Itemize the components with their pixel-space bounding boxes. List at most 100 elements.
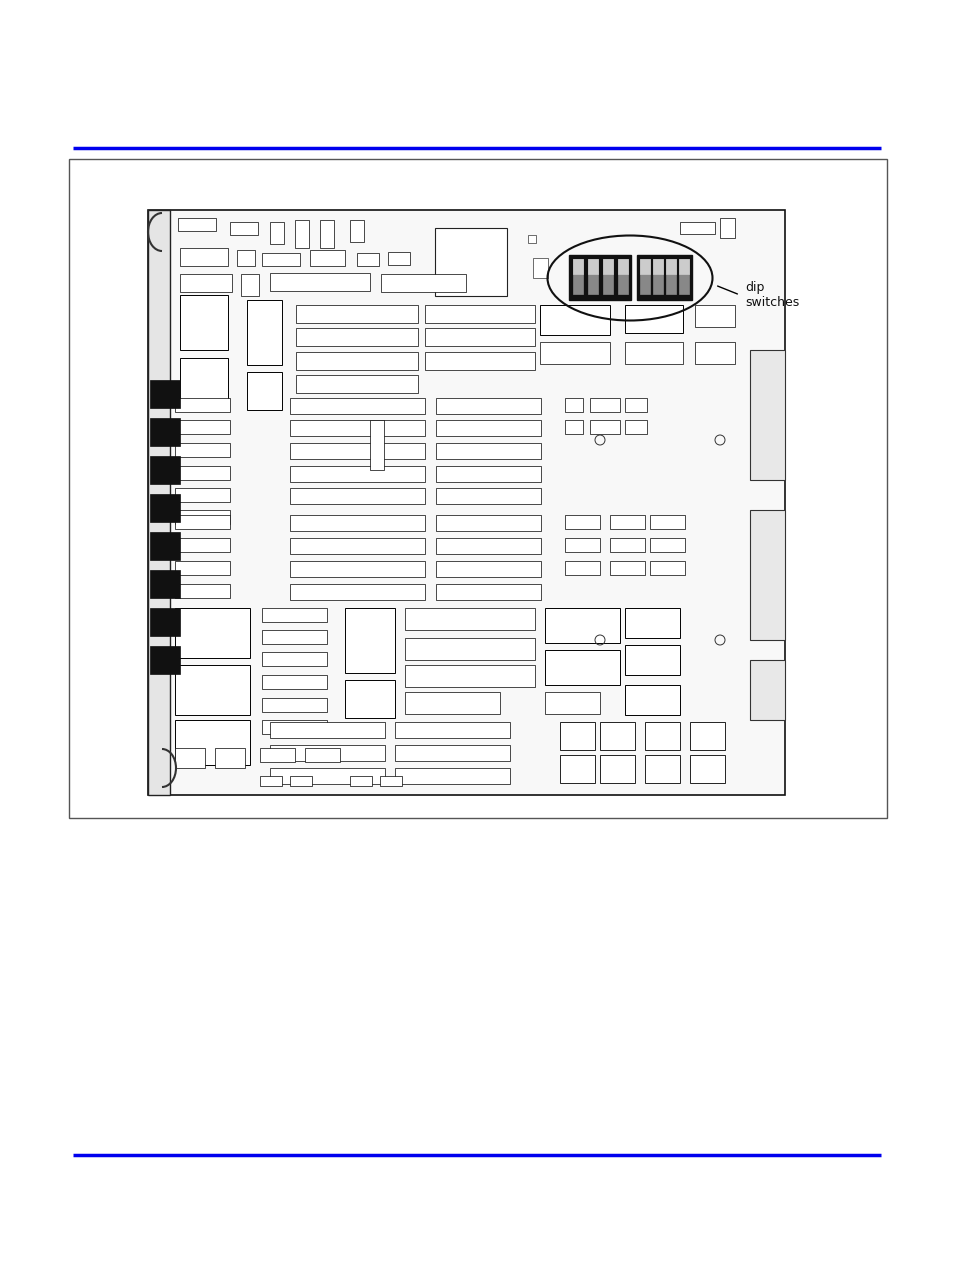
Bar [609, 538, 644, 552]
Bar [665, 259, 676, 273]
Bar [589, 420, 619, 434]
Bar [174, 466, 230, 480]
Bar [435, 228, 506, 296]
Bar [609, 561, 644, 575]
Bar [290, 561, 424, 577]
Bar [639, 259, 649, 294]
Bar [564, 561, 599, 575]
Bar [305, 748, 339, 762]
Bar [262, 720, 327, 734]
Bar [436, 488, 540, 504]
Bar [436, 561, 540, 577]
Bar [174, 420, 230, 434]
Bar [436, 538, 540, 555]
Bar [624, 305, 682, 333]
Bar [539, 305, 609, 335]
Bar [644, 722, 679, 750]
Bar [624, 686, 679, 715]
Bar [544, 650, 619, 686]
Bar [262, 675, 327, 689]
Bar [424, 352, 535, 370]
Bar [295, 375, 417, 393]
Bar [247, 371, 282, 410]
Bar [290, 488, 424, 504]
Bar [618, 259, 627, 273]
Bar [436, 420, 540, 436]
Bar [573, 259, 582, 294]
Bar [436, 515, 540, 530]
Bar [180, 248, 228, 266]
Bar [174, 665, 250, 715]
Bar [69, 159, 886, 818]
Bar [236, 251, 254, 266]
Bar [609, 515, 644, 529]
Bar [319, 220, 334, 248]
Bar [679, 259, 688, 294]
Bar [150, 418, 180, 446]
Bar [262, 608, 327, 622]
Bar [749, 350, 784, 480]
Bar [395, 745, 510, 761]
Bar [568, 254, 630, 300]
Bar [405, 665, 535, 687]
Bar [150, 646, 180, 674]
Bar [539, 342, 609, 364]
Bar [174, 561, 230, 575]
Bar [587, 259, 598, 273]
Bar [395, 722, 510, 738]
Bar [150, 380, 180, 408]
Bar [749, 660, 784, 720]
Bar [174, 538, 230, 552]
Bar [649, 515, 684, 529]
Bar [174, 515, 230, 529]
Bar [689, 756, 724, 784]
Bar [573, 259, 582, 273]
Bar [436, 584, 540, 600]
Bar [544, 608, 619, 644]
Bar [350, 776, 372, 786]
Bar [533, 258, 547, 279]
Bar [564, 538, 599, 552]
Bar [290, 398, 424, 413]
Bar [290, 776, 312, 786]
Bar [624, 645, 679, 675]
Bar [602, 259, 613, 273]
Bar [436, 466, 540, 482]
Bar [150, 570, 180, 598]
Bar [665, 259, 676, 294]
Bar [230, 223, 257, 235]
Bar [345, 681, 395, 717]
Bar [527, 235, 536, 243]
Bar [310, 251, 345, 266]
Bar [379, 776, 401, 786]
Bar [180, 273, 232, 293]
Bar [174, 608, 250, 658]
Bar [290, 538, 424, 555]
Bar [294, 220, 309, 248]
Bar [178, 218, 215, 232]
Bar [436, 443, 540, 459]
Bar [599, 756, 635, 784]
Bar [262, 630, 327, 644]
Bar [589, 398, 619, 412]
Bar [350, 220, 364, 242]
Bar [270, 273, 370, 291]
Bar [587, 259, 598, 294]
Bar [602, 259, 613, 294]
Bar [180, 357, 228, 403]
Bar [624, 398, 646, 412]
Bar [295, 352, 417, 370]
Bar [180, 295, 228, 350]
Bar [695, 305, 734, 327]
Bar [649, 561, 684, 575]
Bar [405, 639, 535, 660]
Text: dip
switches: dip switches [744, 281, 799, 309]
Bar [564, 398, 582, 412]
Bar [618, 259, 627, 294]
Bar [290, 466, 424, 482]
Bar [290, 515, 424, 530]
Bar [639, 259, 649, 273]
Bar [405, 608, 535, 630]
Bar [559, 722, 595, 750]
Bar [544, 692, 599, 714]
